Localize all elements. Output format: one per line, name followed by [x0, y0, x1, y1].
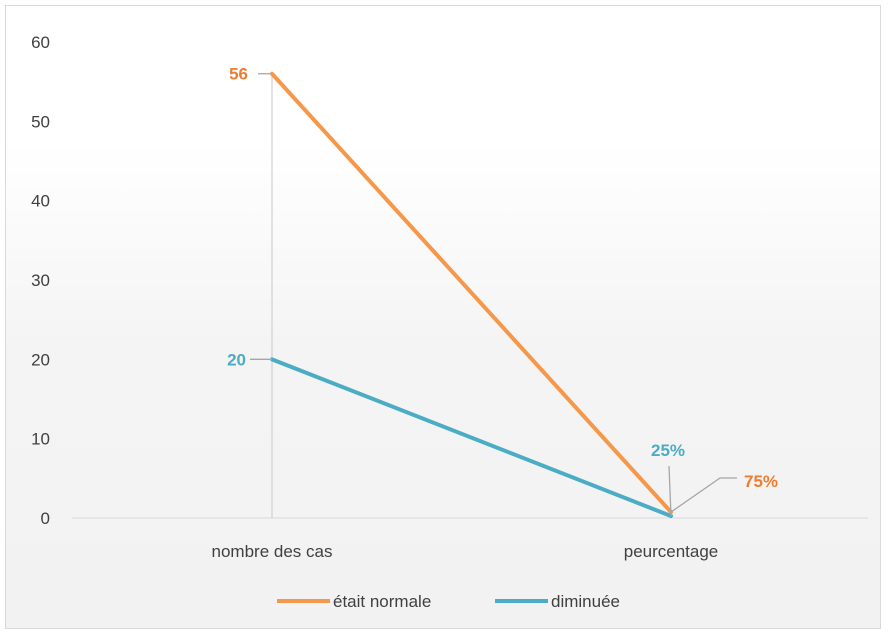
data-label: 25% [651, 441, 685, 460]
x-tick-label: nombre des cas [212, 542, 333, 561]
legend-item-diminuee: diminuée [495, 592, 620, 611]
data-label: 75% [744, 472, 778, 491]
y-tick-label: 20 [31, 350, 50, 369]
legend-item-etait-normale: était normale [277, 592, 431, 611]
data-label: 56 [229, 65, 248, 84]
y-tick-label: 30 [31, 271, 50, 290]
legend-label: diminuée [551, 592, 620, 611]
leader-line [668, 465, 672, 517]
x-axis: nombre des cas peurcentage [72, 73, 868, 561]
series-line-etait-normale [270, 71, 673, 515]
chart-frame [5, 5, 881, 629]
y-tick-label: 10 [31, 430, 50, 449]
y-tick-label: 0 [41, 509, 50, 528]
leader-line [670, 477, 737, 513]
x-tick-label: peurcentage [624, 542, 719, 561]
legend: était normale diminuée [277, 592, 620, 611]
series-line-diminuee [270, 357, 673, 519]
series-layer [270, 71, 673, 519]
data-labels: 56 20 25% 75% [227, 65, 778, 517]
legend-label: était normale [333, 592, 431, 611]
y-axis: 0 10 20 30 40 50 60 [31, 33, 50, 528]
data-label: 20 [227, 350, 246, 369]
y-tick-label: 40 [31, 192, 50, 211]
y-tick-label: 50 [31, 112, 50, 131]
y-tick-label: 60 [31, 33, 50, 52]
